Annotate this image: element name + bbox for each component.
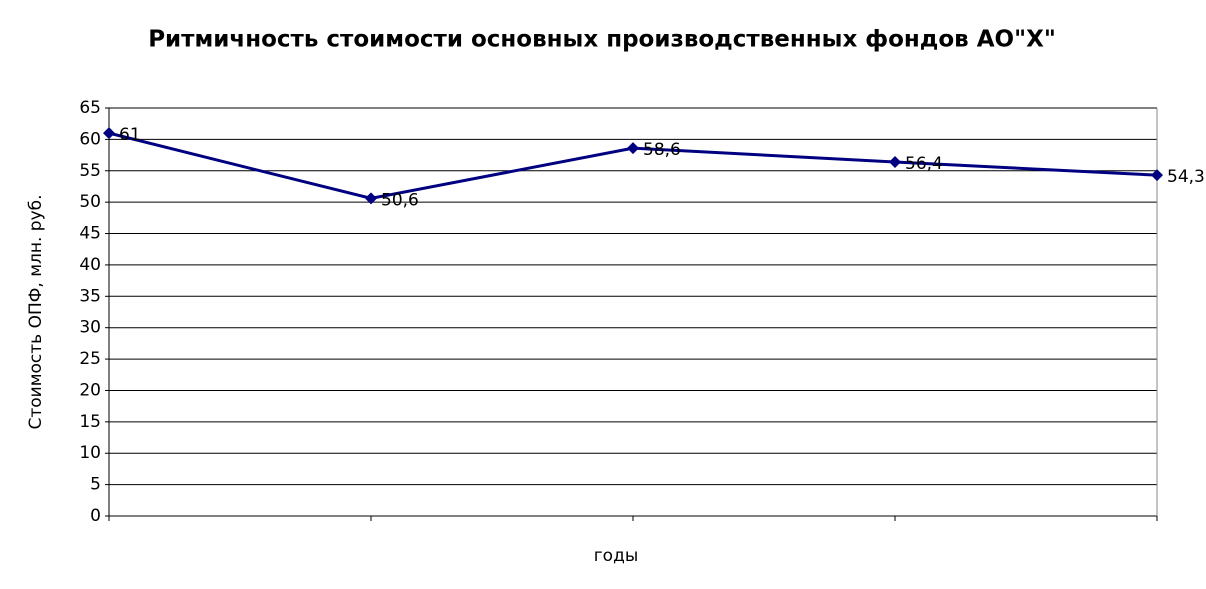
y-tick-label: 35	[79, 286, 101, 306]
data-label: 58,6	[643, 140, 681, 160]
y-tick-label: 50	[79, 192, 101, 212]
y-axis-label: Стоимость ОПФ, млн. руб.	[26, 194, 46, 429]
y-tick-label: 55	[79, 161, 101, 181]
chart-title: Ритмичность стоимости основных производс…	[148, 27, 1056, 53]
data-point	[1151, 169, 1163, 182]
y-tick-label: 60	[79, 129, 101, 149]
x-axis-label: годы	[594, 546, 639, 566]
data-point	[627, 142, 639, 155]
data-point	[365, 192, 377, 205]
y-tick-label: 30	[79, 318, 101, 338]
y-tick-label: 10	[79, 443, 101, 463]
y-tick-label: 65	[79, 98, 101, 118]
y-tick-label: 20	[79, 380, 101, 400]
data-label: 56,4	[905, 154, 943, 174]
y-tick-label: 45	[79, 224, 101, 244]
data-point	[103, 127, 115, 140]
y-tick-label: 25	[79, 349, 101, 369]
data-label: 54,3	[1167, 167, 1205, 187]
data-label: 61	[119, 125, 141, 145]
y-tick-label: 15	[79, 412, 101, 432]
data-point	[889, 155, 901, 168]
y-tick-label: 5	[90, 475, 101, 495]
y-tick-label: 0	[90, 506, 101, 526]
y-tick-label: 40	[79, 255, 101, 275]
data-label: 50,6	[381, 190, 419, 210]
